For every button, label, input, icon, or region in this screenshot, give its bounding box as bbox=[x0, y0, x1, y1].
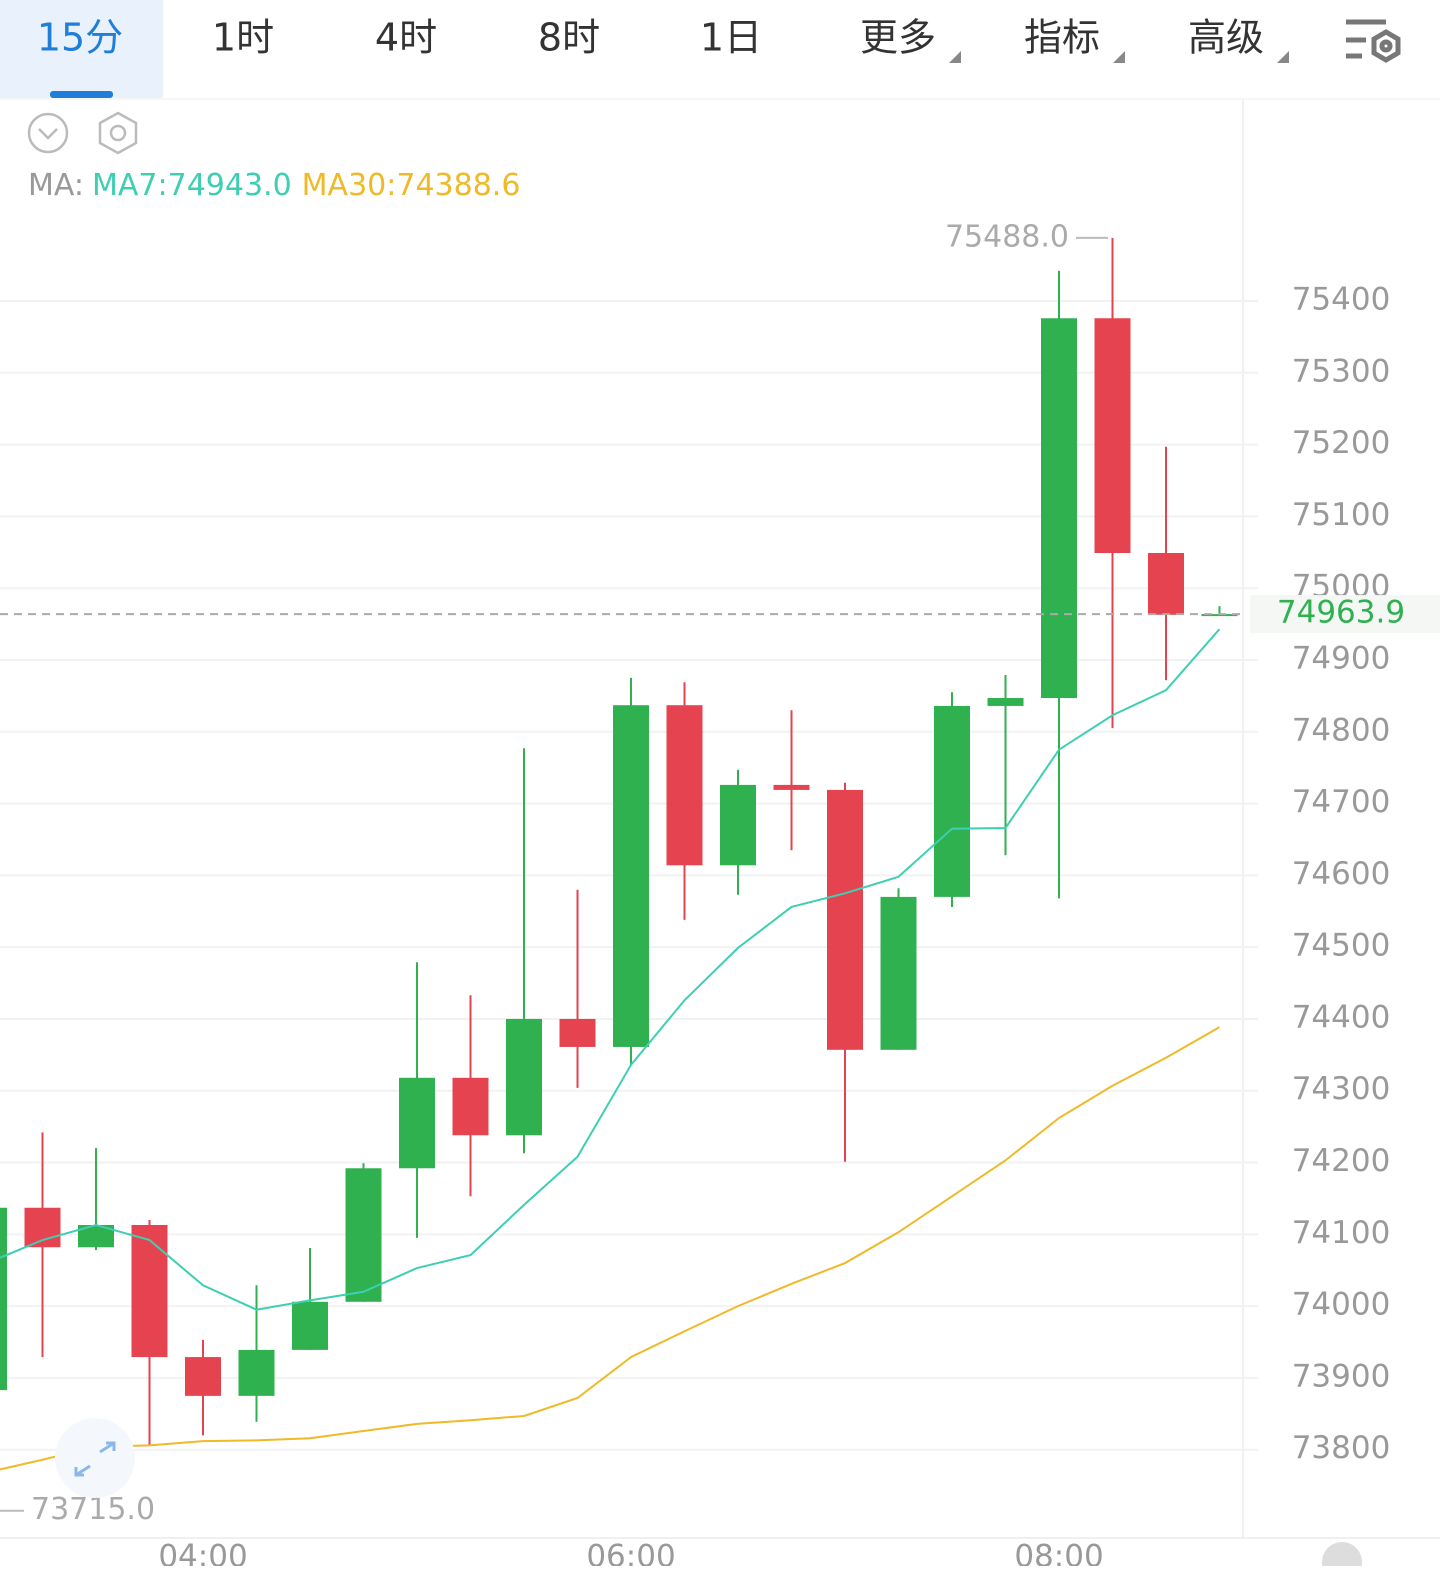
ma-line bbox=[0, 1026, 1220, 1471]
toolbar bbox=[27, 111, 138, 155]
candle-body bbox=[1041, 318, 1077, 699]
candle-body bbox=[131, 1224, 168, 1358]
y-tick-label: 75100 bbox=[1292, 497, 1391, 533]
x-tick-label: 08:00 bbox=[1014, 1539, 1103, 1567]
candle-body bbox=[238, 1349, 275, 1396]
y-tick-label: 74700 bbox=[1292, 784, 1391, 820]
y-tick-label: 74000 bbox=[1292, 1287, 1391, 1323]
y-tick-label: 74800 bbox=[1292, 712, 1391, 748]
y-tick-label: 74600 bbox=[1292, 856, 1391, 892]
legend: MA: MA7:74943.0 MA30:74388.6 bbox=[28, 168, 520, 203]
x-tick-label: 04:00 bbox=[158, 1539, 247, 1567]
y-tick-label: 75200 bbox=[1292, 425, 1391, 461]
zoom-button[interactable] bbox=[55, 1418, 135, 1498]
candle-body bbox=[613, 705, 649, 1047]
collapse-button[interactable] bbox=[27, 112, 69, 154]
settings-dot bbox=[109, 124, 127, 142]
scroll-button[interactable] bbox=[1322, 1542, 1362, 1570]
tab[interactable]: 1时 bbox=[212, 16, 274, 60]
chevron bbox=[38, 128, 58, 140]
tab[interactable]: 更多 bbox=[860, 16, 936, 60]
tab[interactable]: 15分 bbox=[37, 16, 123, 60]
tab-bar bbox=[0, 0, 1440, 98]
candle-body bbox=[1148, 553, 1184, 615]
icon-hex bbox=[1371, 29, 1401, 63]
candle-body bbox=[292, 1301, 328, 1350]
candle-body bbox=[506, 1018, 542, 1136]
dropdown-arrow bbox=[1277, 51, 1289, 63]
y-tick-label: 74500 bbox=[1292, 928, 1391, 964]
plot: 73800 73900 74000 74100 74200 74300 74400 74500… bbox=[0, 237, 1391, 1570]
icon-dot bbox=[1379, 39, 1393, 53]
dropdown-arrow bbox=[949, 51, 961, 63]
tab[interactable]: 高级 bbox=[1188, 16, 1264, 60]
active-tab-underline bbox=[50, 91, 113, 98]
candle-body bbox=[399, 1077, 435, 1169]
x-tick-label: 06:00 bbox=[586, 1539, 675, 1567]
annotation: 75488.0 bbox=[945, 219, 1069, 254]
y-tick-label: 74400 bbox=[1292, 999, 1391, 1035]
candle-body bbox=[78, 1224, 114, 1248]
candle-body bbox=[666, 705, 703, 866]
dropdown-arrow bbox=[1113, 51, 1125, 63]
price-tag-bg bbox=[1250, 595, 1440, 634]
tab[interactable]: 4时 bbox=[375, 16, 437, 60]
candle-body bbox=[345, 1168, 382, 1302]
y-tick-label: 73900 bbox=[1292, 1358, 1391, 1394]
tab[interactable]: 指标 bbox=[1024, 16, 1100, 60]
y-tick-label: 74200 bbox=[1292, 1143, 1391, 1179]
y-tick-label: 74900 bbox=[1292, 640, 1391, 676]
candle-body bbox=[720, 784, 756, 866]
ma-line bbox=[0, 628, 1221, 1311]
y-tick-label: 73800 bbox=[1292, 1430, 1391, 1466]
price-tag: 74963.9 bbox=[1277, 595, 1405, 631]
overlay: 75488.0 73715.0 74963.9 bbox=[0, 219, 1440, 1527]
candle-body bbox=[24, 1207, 61, 1248]
candle-body bbox=[827, 789, 863, 1050]
y-tick-label: 74300 bbox=[1292, 1071, 1391, 1107]
candle-body bbox=[773, 784, 810, 790]
candle-body bbox=[185, 1357, 221, 1396]
y-tick-label: 75300 bbox=[1292, 353, 1391, 389]
y-tick-label: 75400 bbox=[1292, 282, 1391, 318]
zoom-icon bbox=[74, 1441, 116, 1477]
legend-entry: MA7:74943.0 bbox=[92, 168, 292, 203]
legend-entry: MA30:74388.6 bbox=[302, 168, 521, 203]
candle-body bbox=[934, 705, 970, 897]
tab[interactable]: 8时 bbox=[538, 16, 600, 60]
candle-body bbox=[452, 1077, 489, 1136]
settings-icon[interactable] bbox=[1346, 19, 1401, 63]
candle-body bbox=[987, 698, 1024, 706]
candle-body bbox=[880, 896, 917, 1050]
candle-body bbox=[559, 1018, 596, 1047]
settings-button[interactable] bbox=[98, 111, 138, 155]
tab[interactable]: 1日 bbox=[700, 16, 762, 60]
ma-prefix: MA: bbox=[28, 168, 84, 203]
candle-body bbox=[0, 1207, 7, 1391]
y-tick-label: 74100 bbox=[1292, 1215, 1391, 1251]
annotation: 73715.0 bbox=[31, 1492, 155, 1527]
active-tab-bg bbox=[0, 0, 163, 98]
candle-body bbox=[1094, 318, 1131, 554]
